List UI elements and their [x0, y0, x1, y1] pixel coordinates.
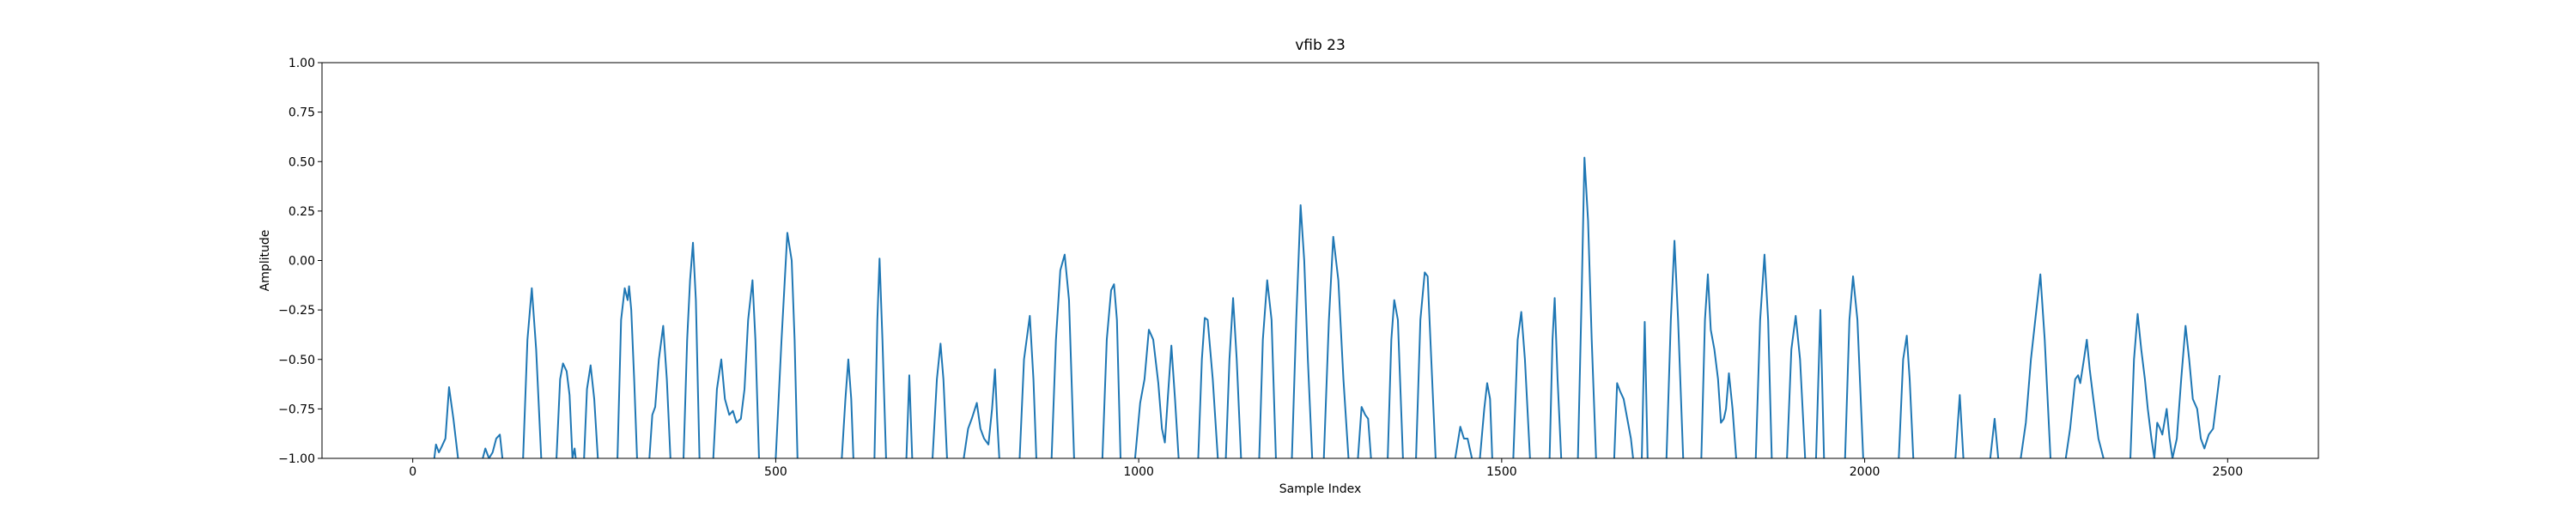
y-tick-label: −1.00 — [278, 452, 315, 466]
y-tick-label: 0.75 — [289, 106, 315, 120]
x-tick-label: 0 — [409, 465, 416, 479]
x-tick-label: 2500 — [2212, 465, 2243, 479]
chart-title: vfib 23 — [1295, 37, 1346, 54]
data-line — [433, 156, 2221, 458]
x-tick-label: 1500 — [1486, 465, 1517, 479]
plot-area — [433, 156, 2221, 458]
x-axis-label: Sample Index — [1279, 482, 1361, 496]
y-tick-label: 0.25 — [289, 205, 315, 219]
y-axis-label: Amplitude — [258, 230, 272, 292]
axes-frame — [321, 62, 2319, 459]
x-tick-label: 2000 — [1850, 465, 1880, 479]
y-tick-label: 0.50 — [289, 155, 315, 169]
x-tick-label: 500 — [764, 465, 787, 479]
x-tick-label: 1000 — [1123, 465, 1154, 479]
y-tick-label: −0.75 — [278, 403, 315, 416]
y-tick-label: −0.50 — [278, 354, 315, 367]
y-tick-label: −0.25 — [278, 304, 315, 318]
y-tick-label: 0.00 — [289, 255, 315, 269]
y-tick-label: 1.00 — [289, 57, 315, 70]
